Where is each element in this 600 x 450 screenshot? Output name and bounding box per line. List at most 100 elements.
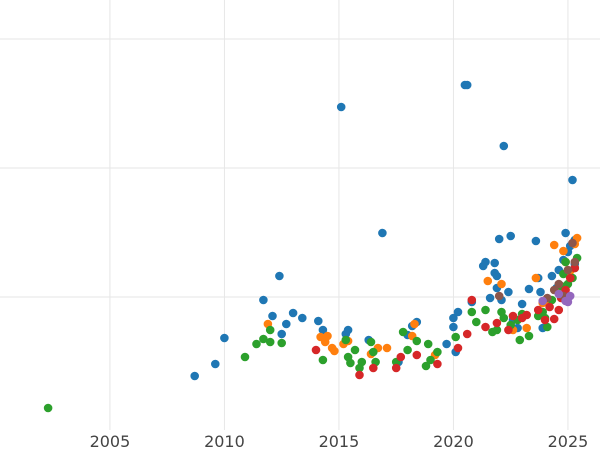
data-point [559, 246, 568, 256]
data-point [554, 289, 564, 299]
x-axis-ticks: 2005 2010 2015 2020 2025 [90, 432, 589, 450]
data-point [366, 337, 376, 347]
data-point [369, 347, 378, 357]
data-point [259, 334, 268, 344]
data-point [449, 322, 458, 332]
data-point [568, 238, 577, 248]
data-point [240, 352, 250, 362]
data-point [442, 339, 451, 349]
data-point [497, 279, 506, 289]
data-point [536, 287, 545, 297]
data-point [554, 305, 564, 315]
x-tick-label: 2015 [319, 432, 360, 450]
data-point [341, 335, 351, 345]
data-point [517, 299, 527, 309]
data-point [522, 323, 531, 333]
data-point [462, 80, 472, 90]
data-point [433, 359, 442, 369]
data-point [314, 316, 323, 326]
data-point [369, 363, 378, 373]
data-point [508, 311, 518, 321]
data-point [543, 322, 552, 332]
data-point [265, 337, 275, 347]
data-point [398, 327, 408, 337]
data-point [570, 263, 580, 273]
data-point [531, 273, 541, 283]
data-point [483, 276, 493, 286]
data-point [481, 305, 490, 315]
data-point [533, 305, 543, 315]
data-point [524, 284, 534, 294]
data-point [462, 329, 472, 339]
data-point [565, 291, 575, 301]
x-tick-label: 2025 [548, 432, 589, 450]
data-point [549, 314, 559, 324]
data-point [412, 350, 422, 360]
data-point [492, 271, 502, 281]
data-point [467, 307, 477, 317]
data-point [282, 319, 291, 329]
data-point [547, 271, 557, 281]
data-point [490, 258, 500, 268]
data-point [336, 102, 346, 112]
data-point [561, 257, 570, 267]
data-point [515, 335, 525, 345]
data-point [357, 357, 367, 367]
data-point [275, 271, 284, 281]
data-point [451, 332, 461, 342]
data-point [568, 175, 577, 185]
data-point [323, 331, 332, 341]
data-point [492, 325, 502, 335]
grid-lines [0, 0, 600, 430]
data-point [220, 333, 229, 343]
data-point [538, 296, 547, 306]
data-point [43, 403, 53, 413]
data-point [252, 339, 261, 349]
data-point [504, 325, 513, 335]
data-point [298, 313, 307, 323]
data-point [563, 265, 573, 275]
data-point [350, 345, 360, 355]
data-point [190, 371, 199, 381]
data-point [318, 325, 328, 335]
data-point [346, 358, 355, 368]
data-point [412, 336, 422, 346]
data-point [549, 240, 559, 250]
data-point [259, 295, 268, 305]
data-point [472, 317, 481, 327]
series-0 [190, 80, 580, 381]
data-point [265, 325, 275, 335]
data-point [453, 307, 463, 317]
x-tick-label: 2010 [204, 432, 245, 450]
data-point [378, 228, 387, 238]
data-point [423, 339, 433, 349]
data-point [524, 331, 534, 341]
data-point [211, 359, 220, 369]
data-point [522, 310, 531, 320]
data-point [396, 352, 406, 362]
data-point [288, 308, 298, 318]
data-points [43, 80, 582, 413]
data-point [433, 347, 442, 357]
data-point [426, 355, 435, 365]
data-point [403, 345, 412, 355]
data-point [330, 346, 339, 356]
data-point [467, 295, 477, 305]
data-point [554, 279, 564, 289]
data-point [453, 343, 463, 353]
data-point [492, 318, 502, 328]
data-point [421, 361, 431, 371]
data-point [410, 319, 419, 329]
data-point [494, 234, 504, 244]
series-5 [538, 289, 575, 307]
data-point [494, 291, 504, 301]
data-point [565, 273, 575, 283]
data-point [499, 141, 509, 151]
data-point [531, 236, 541, 246]
data-point [570, 257, 580, 267]
data-point [540, 315, 550, 325]
data-point [449, 313, 458, 323]
data-point [318, 355, 328, 365]
x-tick-label: 2005 [90, 432, 131, 450]
